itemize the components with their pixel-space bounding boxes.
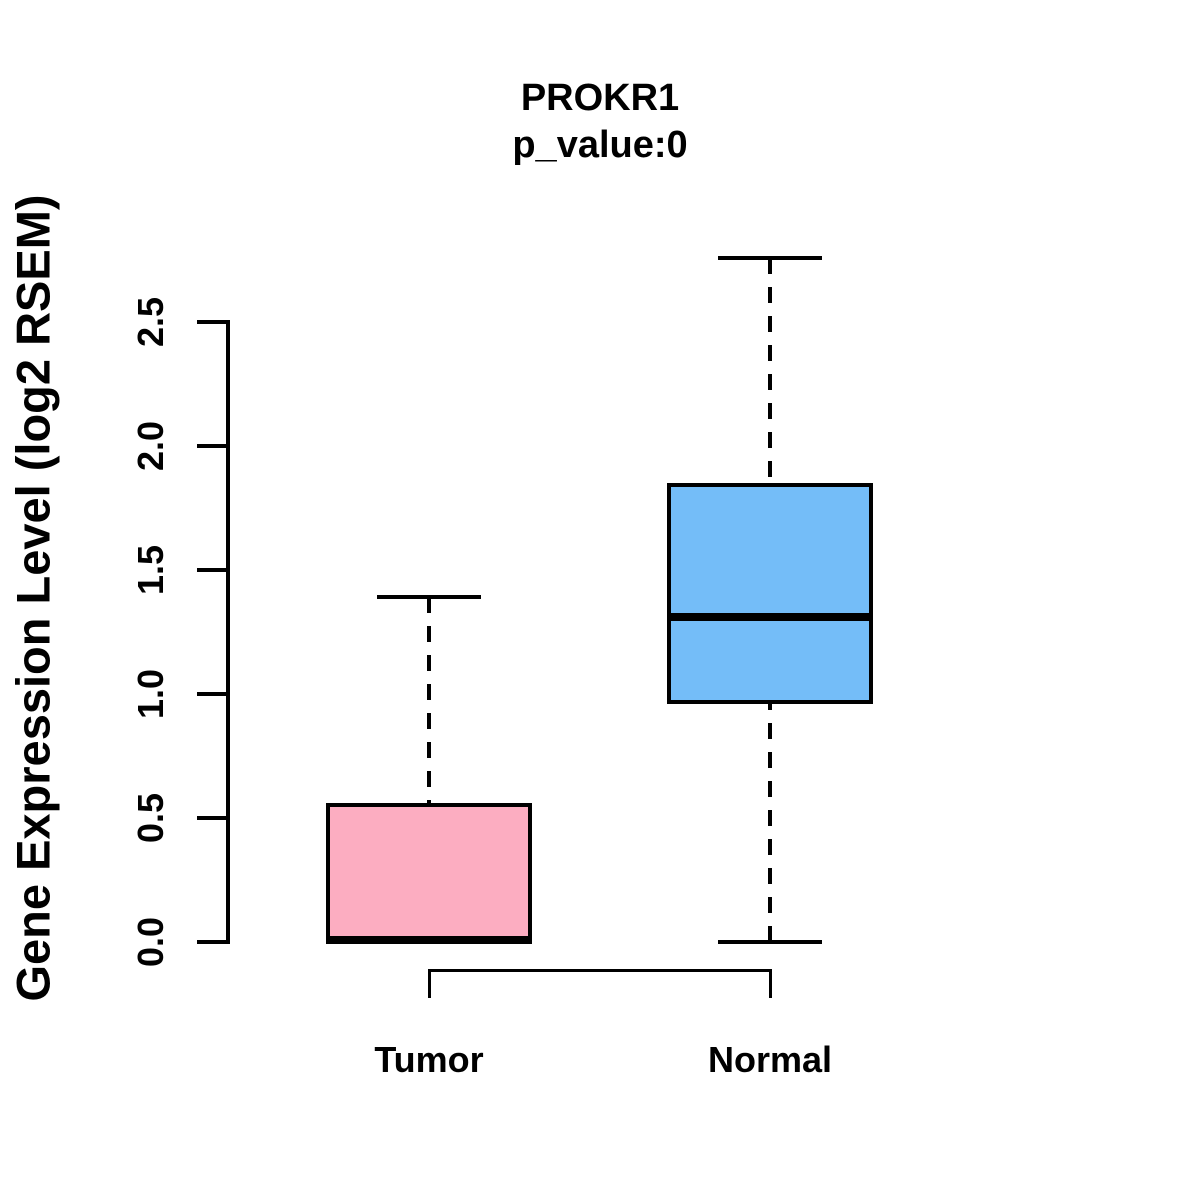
x-axis-line	[427, 969, 772, 972]
box-tumor	[326, 803, 532, 942]
y-axis-tick	[197, 568, 226, 572]
x-axis-tick	[768, 969, 772, 998]
x-axis-tick	[427, 969, 431, 998]
lower-whisker-cap-normal	[718, 940, 822, 944]
chart-title: PROKR1	[520, 77, 680, 119]
median-line-tumor	[326, 935, 532, 944]
median-line-normal	[667, 613, 873, 622]
y-axis-tick	[197, 940, 226, 944]
x-category-label-tumor: Tumor	[374, 1039, 484, 1080]
box-normal	[667, 483, 873, 704]
y-tick-label: 1.5	[130, 544, 171, 596]
y-tick-label: 1.0	[130, 668, 171, 720]
upper-whisker-tumor	[427, 597, 431, 804]
y-tick-label: 2.0	[130, 420, 171, 472]
y-tick-label: 2.5	[130, 296, 171, 348]
y-axis-tick	[197, 816, 226, 820]
upper-whisker-cap-normal	[718, 255, 822, 260]
y-axis-tick	[197, 320, 226, 324]
y-axis-line	[226, 320, 230, 944]
upper-whisker-normal	[768, 257, 772, 484]
chart-subtitle: p_value:0	[512, 124, 688, 166]
x-category-label-normal: Normal	[707, 1039, 833, 1080]
y-tick-label: 0.0	[130, 916, 171, 968]
lower-whisker-normal	[768, 703, 772, 942]
y-axis-tick	[197, 692, 226, 696]
upper-whisker-cap-tumor	[377, 595, 481, 600]
y-axis-tick	[197, 444, 226, 448]
y-tick-label: 0.5	[130, 792, 171, 844]
